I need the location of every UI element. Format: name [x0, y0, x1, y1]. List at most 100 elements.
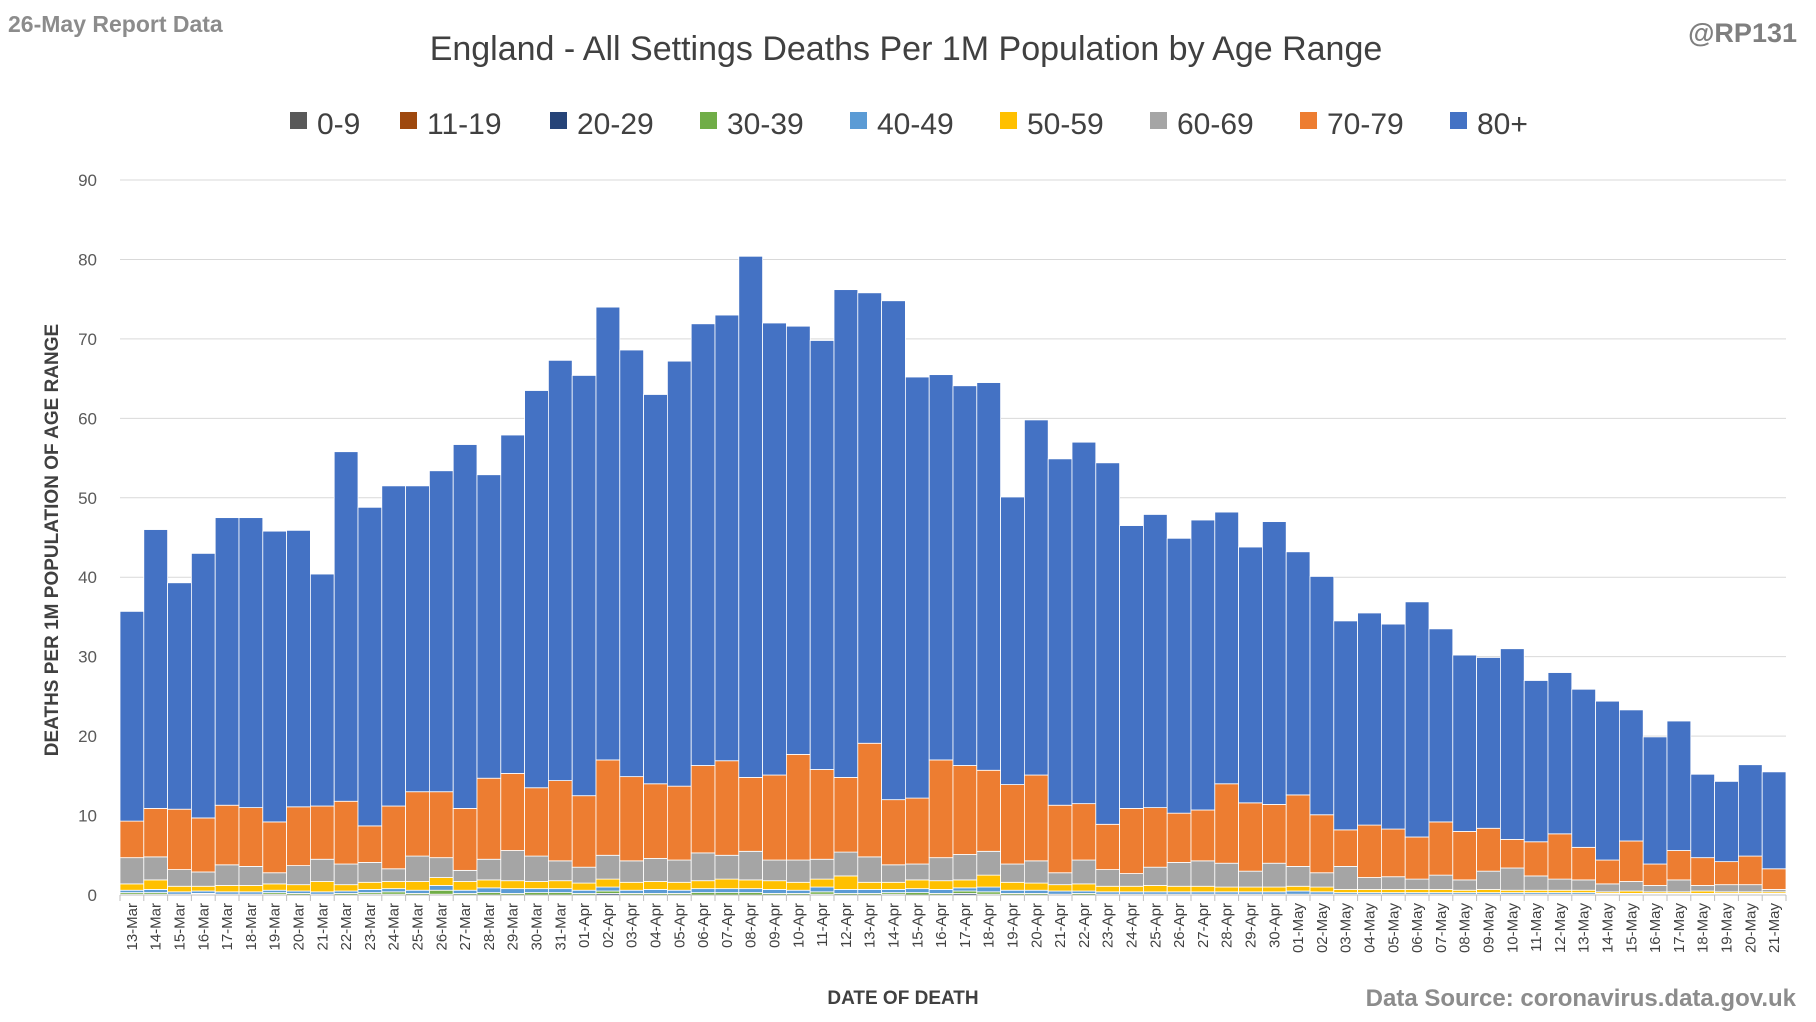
bar-segment-80+ — [1285, 551, 1311, 796]
bar-segment-80+ — [952, 385, 978, 766]
bar-segment-70-79 — [1428, 821, 1454, 876]
bar-segment-50-59 — [833, 875, 859, 890]
bar-segment-60-69 — [143, 856, 169, 881]
legend-swatch — [550, 112, 567, 129]
bar-segment-40-49 — [928, 889, 954, 894]
bar-segment-80+ — [1476, 657, 1501, 829]
x-tick-label: 16-Mar — [195, 903, 212, 951]
bar-segment-80+ — [1666, 720, 1692, 851]
bar-segment-70-79 — [1333, 829, 1359, 867]
x-tick-label: 24-Mar — [386, 903, 403, 951]
bar-segment-70-79 — [1666, 850, 1692, 881]
bar-segment-80+ — [1428, 628, 1454, 823]
legend-label: 0-9 — [317, 108, 360, 141]
bar-segment-50-59 — [286, 884, 311, 892]
bar-segment-70-79 — [690, 765, 716, 854]
x-tick-label: 07-Apr — [719, 903, 736, 948]
x-tick-label: 18-Mar — [243, 903, 260, 951]
bar-segment-70-79 — [1381, 828, 1406, 878]
bar-segment-60-69 — [1357, 877, 1382, 890]
bar-segment-80+ — [119, 610, 145, 822]
x-tick-label: 20-May — [1742, 903, 1759, 954]
legend-item-30-39: 30-39 — [700, 108, 804, 141]
bar-segment-70-79 — [833, 777, 859, 853]
x-tick-label: 27-Mar — [457, 903, 474, 951]
bar-segment-50-59 — [548, 880, 573, 890]
bar-segment-50-59 — [1095, 885, 1121, 893]
bar-segment-60-69 — [1000, 863, 1025, 883]
y-tick-label: 60 — [78, 409, 97, 428]
bar-segment-40-49 — [548, 888, 573, 894]
bar-segment-80+ — [476, 474, 502, 779]
bar-segment-70-79 — [1119, 808, 1144, 874]
x-tick-label: 27-Apr — [1195, 903, 1212, 948]
bar-segment-50-59 — [1238, 886, 1263, 893]
bar-segment-80+ — [1500, 648, 1525, 840]
bar-segment-40-49 — [952, 887, 978, 892]
y-tick-label: 90 — [78, 171, 97, 190]
bar-segment-50-59 — [357, 881, 383, 890]
legend-swatch — [850, 112, 867, 129]
x-tick-label: 16-Apr — [933, 903, 950, 948]
bar-segment-70-79 — [928, 759, 954, 859]
legend-item-0-9: 0-9 — [290, 108, 360, 141]
bar-segment-40-49 — [905, 888, 930, 894]
y-tick-label: 50 — [78, 489, 97, 508]
bar-segment-70-79 — [809, 769, 835, 860]
legend-swatch — [1000, 112, 1017, 129]
data-source-label: Data Source: coronavirus.data.gov.uk — [1366, 985, 1797, 1012]
bar-segment-50-59 — [690, 880, 716, 890]
y-tick-label: 10 — [78, 807, 97, 826]
bar-segment-70-79 — [119, 820, 145, 859]
x-tick-label: 26-Mar — [433, 903, 450, 951]
bar-segment-50-59 — [928, 880, 954, 890]
bar-segment-50-59 — [809, 878, 835, 888]
legend-label: 50-59 — [1027, 108, 1104, 141]
bar-segment-80+ — [1523, 680, 1549, 843]
bar-segment-80+ — [286, 529, 311, 808]
bar-segment-70-79 — [405, 791, 430, 857]
bar-segment-60-69 — [1285, 866, 1311, 887]
bar-segment-60-69 — [1571, 879, 1597, 891]
bar-segment-50-59 — [952, 879, 978, 889]
bar-segment-70-79 — [1095, 823, 1121, 870]
bar-segment-50-59 — [381, 881, 406, 890]
bar-segment-40-49 — [881, 889, 906, 894]
x-tick-label: 09-May — [1481, 903, 1498, 954]
bar-segment-40-49 — [357, 889, 383, 894]
bar-segment-50-59 — [1190, 885, 1216, 893]
x-tick-label: 14-Mar — [148, 903, 165, 951]
x-tick-label: 04-Apr — [648, 903, 665, 948]
bar-segment-60-69 — [1595, 883, 1620, 893]
bar-segment-50-59 — [1309, 886, 1335, 893]
bar-segment-80+ — [1024, 419, 1049, 776]
y-tick-label: 40 — [78, 568, 97, 587]
bar-segment-60-69 — [548, 860, 573, 882]
bar-segment-40-49 — [381, 888, 406, 893]
bar-segment-40-49 — [143, 889, 169, 894]
legend-label: 30-39 — [727, 108, 804, 141]
legend-item-50-59: 50-59 — [1000, 108, 1104, 141]
author-handle: @RP131 — [1688, 18, 1797, 48]
x-tick-label: 21-May — [1766, 903, 1783, 954]
legend-swatch — [1150, 112, 1167, 129]
bar-segment-40-49 — [714, 888, 740, 894]
bar-segment-80+ — [1381, 623, 1406, 830]
bar-segment-70-79 — [1262, 804, 1287, 864]
bar-segment-60-69 — [1476, 870, 1501, 890]
bar-segment-80+ — [571, 375, 597, 797]
y-tick-label: 0 — [88, 886, 97, 905]
bar-segment-50-59 — [524, 881, 549, 890]
bar-segment-80+ — [524, 390, 549, 789]
bar-segment-60-69 — [167, 869, 192, 887]
bar-segment-80+ — [714, 314, 740, 762]
bar-segment-50-59 — [1071, 883, 1097, 892]
bar-segment-50-59 — [428, 877, 454, 886]
y-tick-label: 80 — [78, 250, 97, 269]
x-tick-label: 11-May — [1528, 903, 1545, 952]
bar-segment-40-49 — [524, 888, 549, 894]
x-tick-label: 13-Apr — [862, 903, 879, 948]
report-date-label: 26-May Report Data — [8, 11, 223, 37]
bar-segment-60-69 — [1714, 884, 1739, 893]
bar-segment-60-69 — [1523, 875, 1549, 891]
